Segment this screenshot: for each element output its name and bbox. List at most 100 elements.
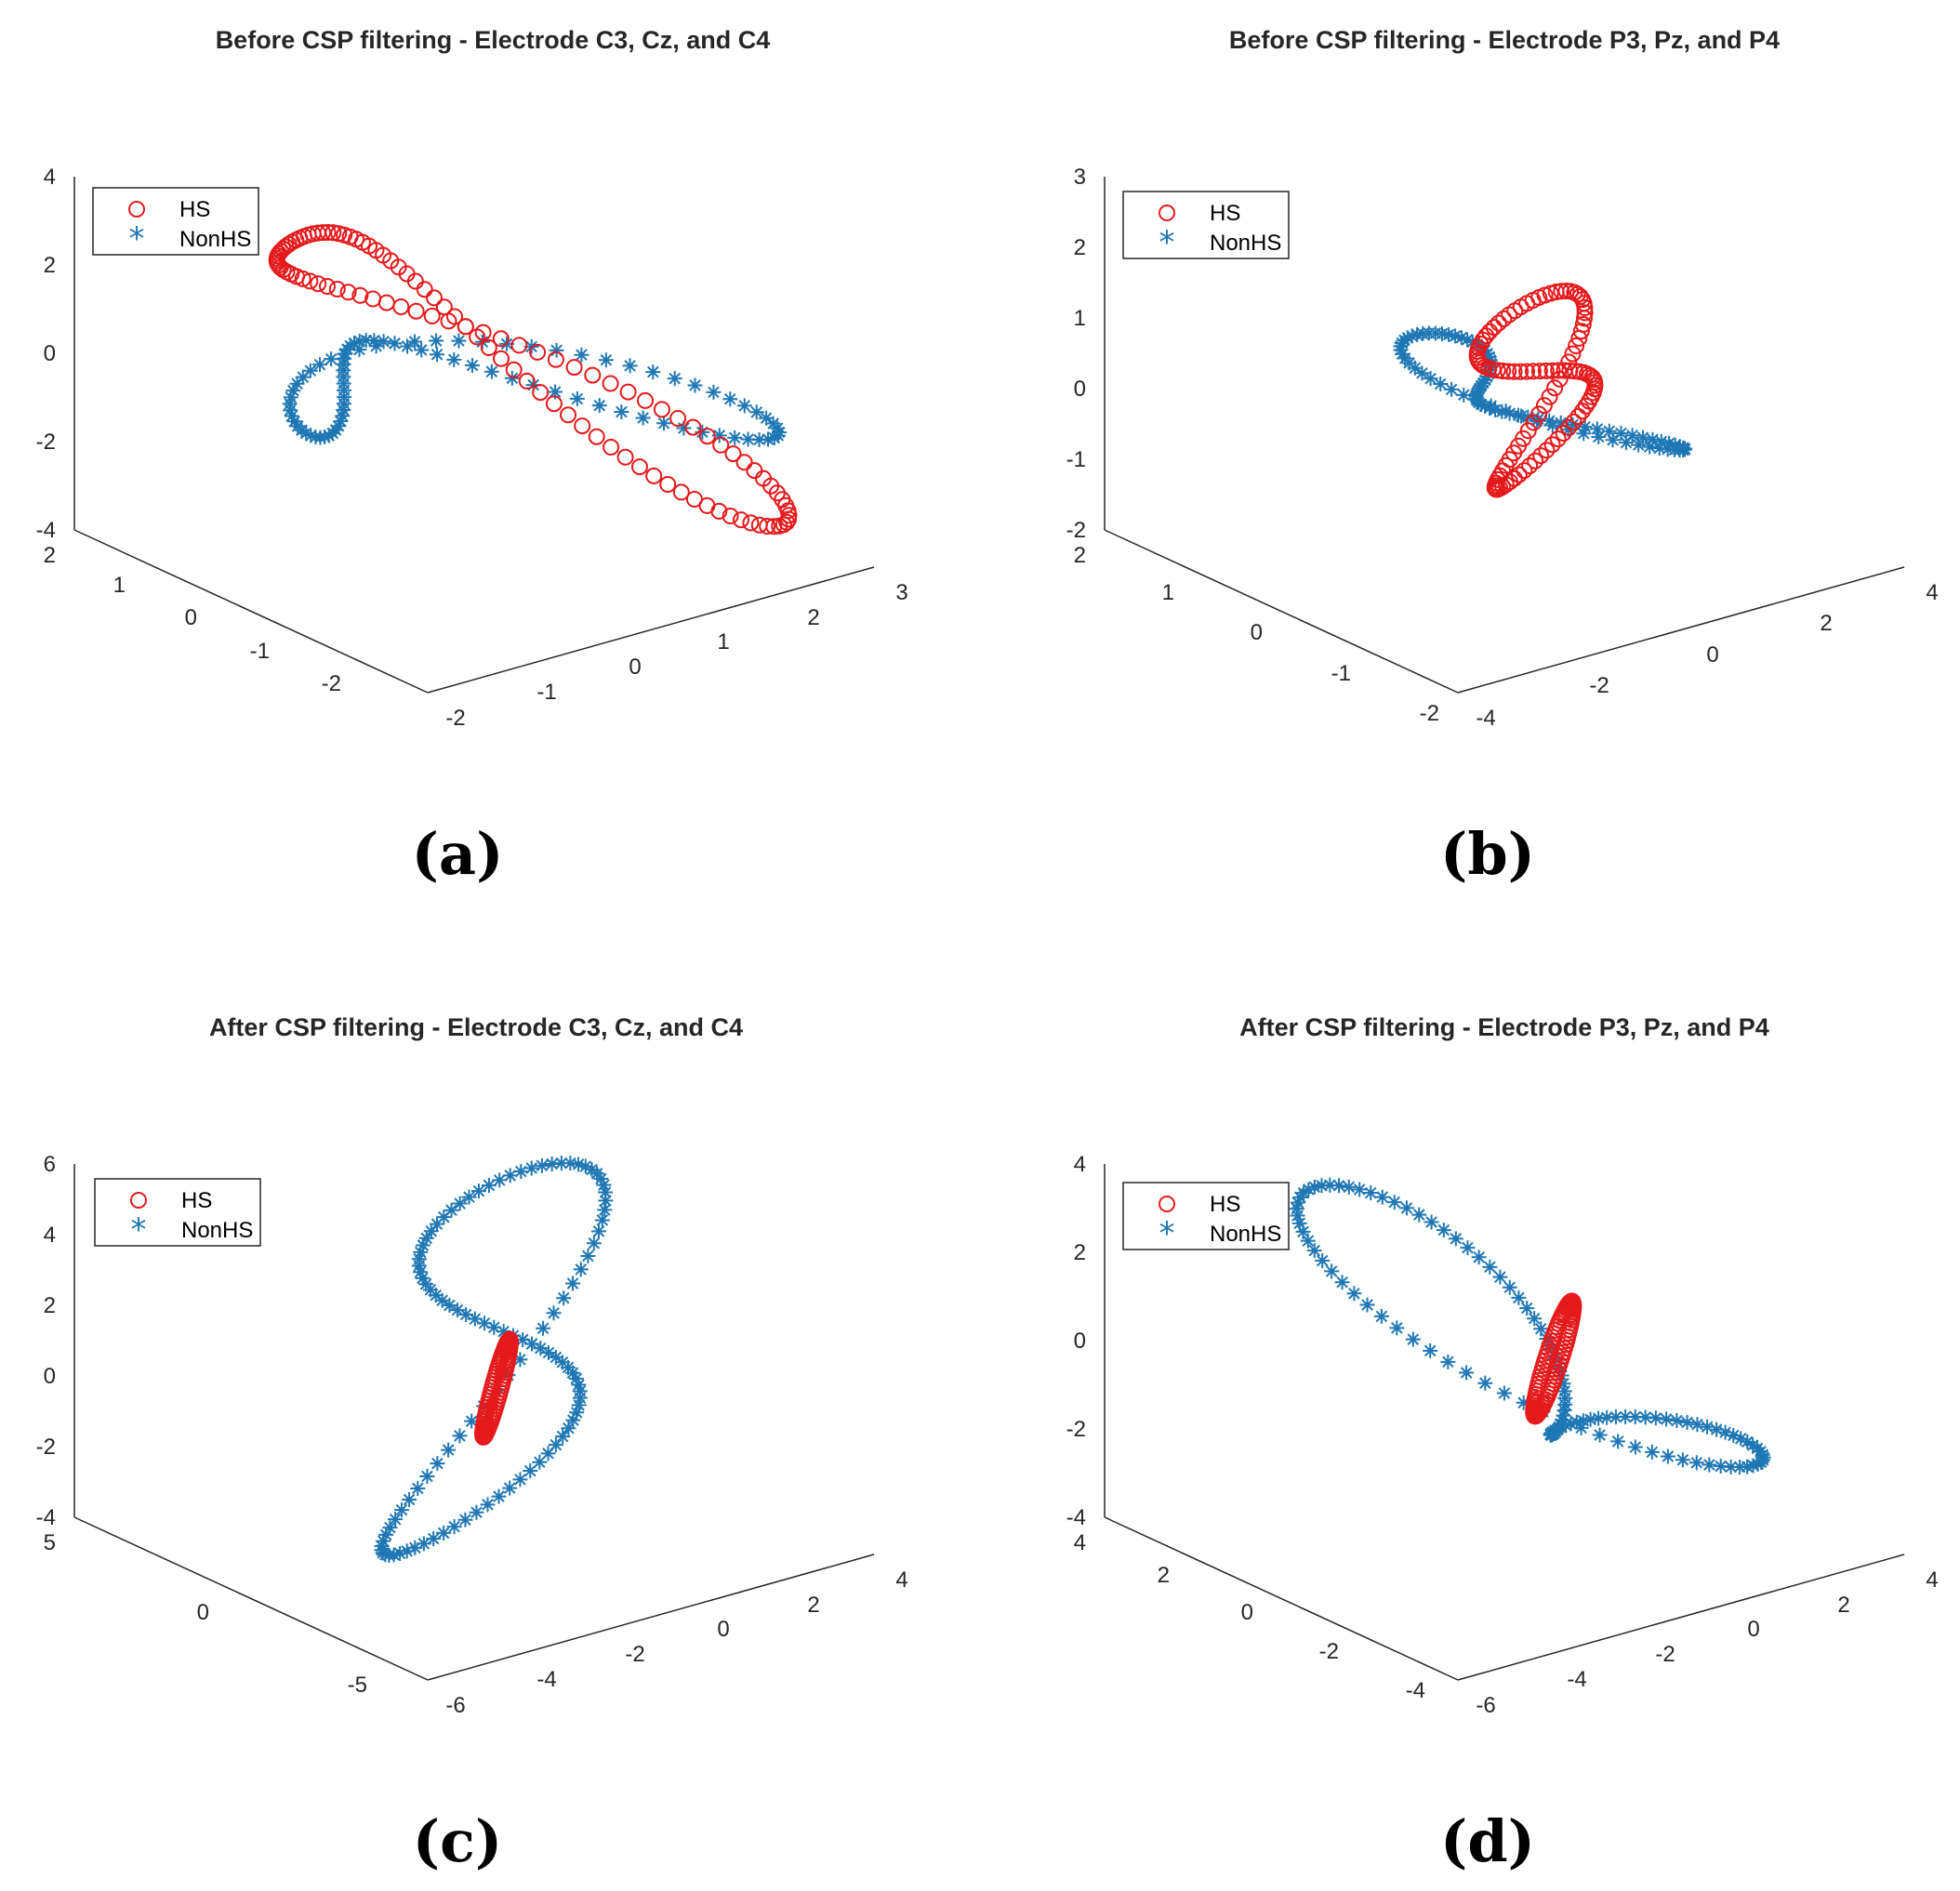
nonhs-point (283, 390, 298, 405)
x-axis-line (1457, 566, 1905, 694)
hs-point (724, 445, 742, 463)
z-tick: 0 (44, 1364, 56, 1389)
plot-area (1289, 1177, 1771, 1474)
panel-title: Before CSP filtering - Electrode C3, Cz,… (216, 26, 771, 54)
hs-point (1550, 362, 1568, 379)
nonhs-point (1645, 431, 1661, 447)
nonhs-point (1456, 387, 1472, 403)
series-nonhs (1393, 325, 1693, 458)
hs-point (1553, 283, 1570, 300)
nonhs-point (1502, 405, 1517, 421)
hs-point (1501, 306, 1518, 324)
hs-point (733, 511, 749, 529)
nonhs-point (1488, 402, 1503, 417)
nonhs-point (1627, 1409, 1643, 1425)
hs-point (750, 516, 768, 534)
nonhs-point (1414, 365, 1430, 381)
legend-marker-nonhs: * (1159, 1215, 1175, 1252)
nonhs-point (1502, 1279, 1517, 1295)
hs-point (1494, 462, 1512, 480)
nonhs-point (554, 1355, 570, 1370)
z-tick: 2 (44, 253, 56, 278)
hs-point (619, 383, 637, 401)
hs-point (602, 375, 619, 392)
panel-caption: (b) (1440, 820, 1535, 888)
z-tick: -4 (36, 518, 56, 543)
nonhs-point (1558, 1418, 1574, 1434)
nonhs-point (1659, 1411, 1675, 1427)
nonhs-point (302, 363, 318, 378)
nonhs-point (1533, 1321, 1549, 1337)
nonhs-point (534, 1157, 550, 1173)
hs-point (1489, 362, 1506, 379)
nonhs-point (366, 333, 382, 349)
nonhs-point (1745, 1437, 1761, 1453)
nonhs-point (614, 404, 629, 420)
z-tick: 0 (1074, 1329, 1086, 1354)
nonhs-point (1492, 1269, 1508, 1285)
axes-a: 4 2 0 -2 -4 2 1 0 -1 -2 -2 -1 0 1 2 3 (36, 165, 908, 731)
hs-point (574, 417, 591, 435)
depth-tick: -2 (322, 671, 341, 696)
nonhs-point (430, 1456, 445, 1472)
depth-axis-line (73, 529, 429, 694)
hs-point (294, 270, 311, 287)
nonhs-point (1669, 1413, 1685, 1429)
nonhs-point (1627, 1439, 1643, 1455)
nonhs-point (1576, 426, 1592, 442)
nonhs-point (1635, 430, 1650, 445)
nonhs-point (452, 1196, 468, 1211)
panel-d: After CSP filtering - Electrode P3, Pz, … (1066, 1013, 1939, 1875)
hs-point (1505, 363, 1523, 380)
plot-area (1393, 283, 1693, 498)
legend-label: HS (1210, 201, 1240, 226)
hs-point (547, 350, 564, 368)
nonhs-point (574, 347, 589, 363)
z-tick: 2 (44, 1293, 56, 1318)
nonhs-point (1511, 1289, 1527, 1305)
legend: HS * NonHS (1122, 191, 1290, 261)
nonhs-point (375, 1545, 391, 1561)
nonhs-point (586, 1236, 602, 1251)
z-tick: 3 (1074, 165, 1086, 190)
x-tick: 2 (1837, 1593, 1849, 1618)
z-tick: 6 (44, 1152, 56, 1177)
nonhs-point (335, 408, 351, 424)
hs-point (771, 517, 788, 535)
nonhs-point (1453, 330, 1469, 346)
x-tick: 3 (895, 580, 907, 605)
z-tick: 2 (1074, 235, 1086, 260)
nonhs-point (295, 369, 311, 385)
nonhs-point (1374, 1189, 1390, 1205)
nonhs-point (1608, 1409, 1623, 1425)
nonhs-point (1563, 1416, 1579, 1432)
depth-tick: 5 (44, 1530, 56, 1555)
hs-point (301, 272, 319, 290)
nonhs-point (564, 1365, 580, 1381)
hs-point (1568, 337, 1585, 354)
nonhs-point (1519, 1301, 1535, 1316)
nonhs-point (1346, 1286, 1362, 1302)
x-tick: -4 (536, 1667, 556, 1692)
panel-title: After CSP filtering - Electrode C3, Cz, … (209, 1013, 743, 1041)
nonhs-point (596, 1177, 612, 1193)
hs-point (722, 508, 739, 524)
nonhs-point (546, 1305, 562, 1321)
nonhs-point (430, 1216, 445, 1232)
hs-point (1541, 388, 1558, 405)
nonhs-point (533, 1341, 549, 1356)
nonhs-point (1592, 1427, 1608, 1443)
nonhs-point (569, 390, 585, 406)
z-tick: 1 (1074, 306, 1086, 331)
x-tick: -2 (625, 1642, 644, 1667)
hs-point (735, 454, 753, 471)
depth-tick: -2 (1420, 701, 1439, 726)
nonhs-point (555, 1429, 571, 1445)
nonhs-point (736, 398, 752, 414)
nonhs-point (513, 1164, 529, 1180)
hs-point (759, 518, 776, 535)
hs-point (319, 278, 336, 295)
series-nonhs (1289, 1177, 1771, 1474)
legend-label: HS (1210, 1192, 1240, 1217)
axes-d: 4 2 0 -2 -4 4 2 0 -2 -4 -6 -4 -2 0 2 4 (1066, 1152, 1939, 1718)
